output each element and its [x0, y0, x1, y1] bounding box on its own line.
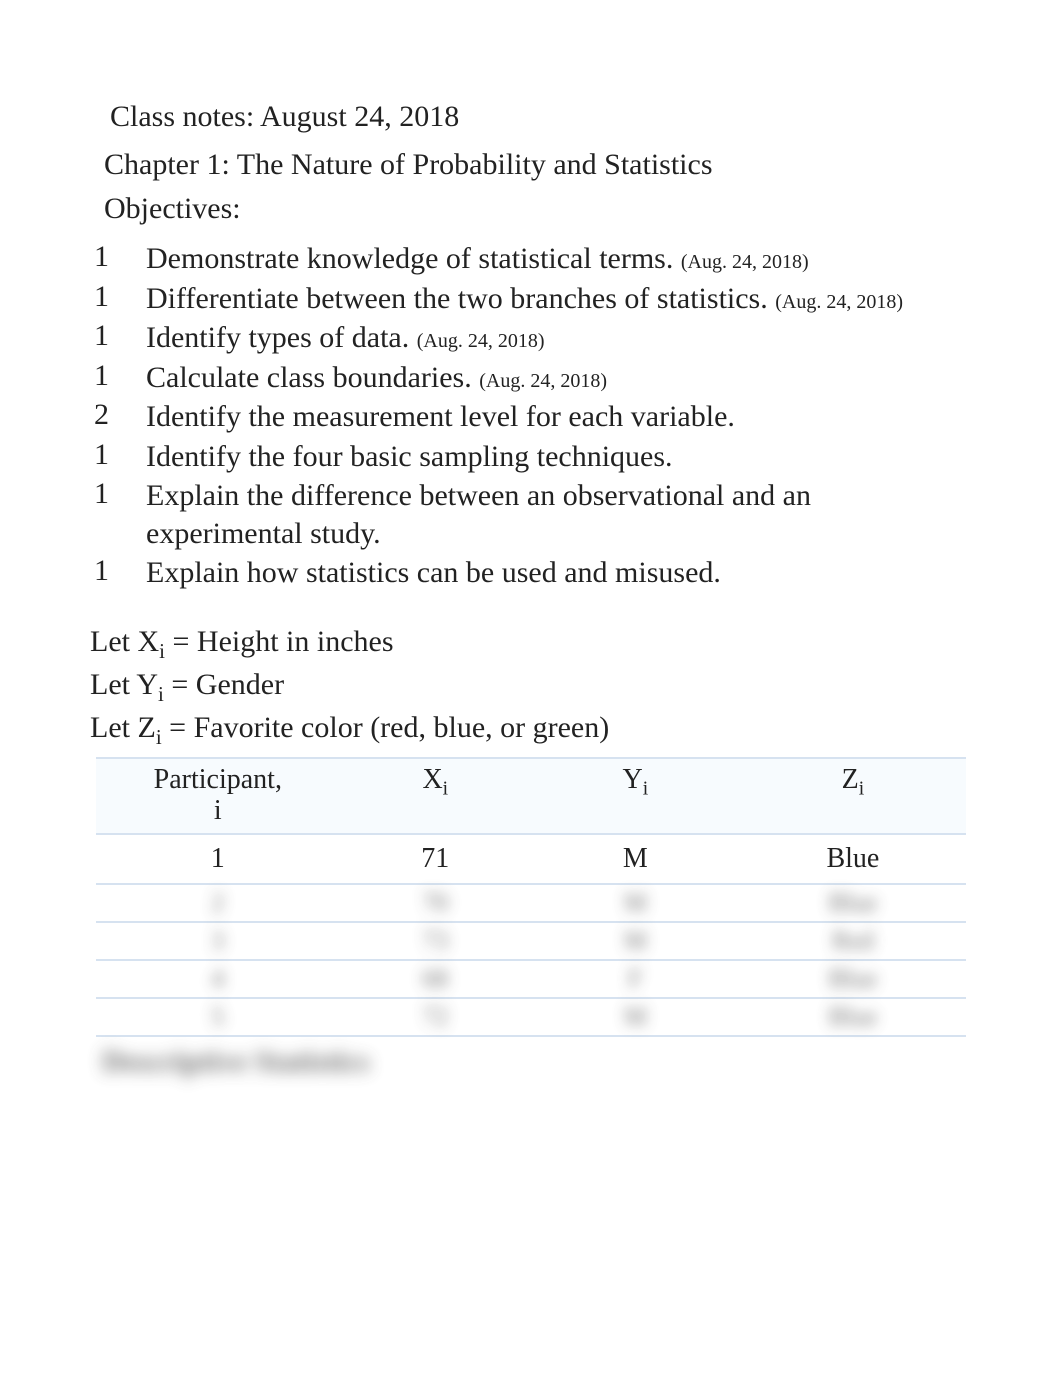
th-participant: Participant,i [96, 758, 340, 834]
objective-text: Calculate class boundaries. (Aug. 24, 20… [146, 359, 972, 397]
objective-date: (Aug. 24, 2018) [417, 330, 545, 352]
objective-text: Identify the four basic sampling techniq… [146, 438, 972, 476]
table-row: 572MBlue [96, 998, 966, 1036]
objective-text: Explain the difference between an observ… [146, 477, 972, 552]
objective-number: 1 [90, 554, 146, 588]
table-header-row: Participant,i Xi Yi Zi [96, 758, 966, 834]
data-table: Participant,i Xi Yi Zi 1 71 M Blue 270MB… [96, 757, 966, 1037]
objective-date: (Aug. 24, 2018) [681, 251, 809, 273]
objective-item: 1 Explain how statistics can be used and… [90, 554, 972, 592]
blurred-heading: Descriptive Statistics [102, 1045, 966, 1079]
objective-item: 1 Differentiate between the two branches… [90, 280, 972, 318]
objective-item: 1 Identify types of data. (Aug. 24, 2018… [90, 319, 972, 357]
objectives-label: Objectives: [104, 192, 972, 226]
table-row: 468FBlue [96, 960, 966, 998]
definition-y: Let Yi = Gender [90, 665, 972, 708]
table-row: 373MRed [96, 922, 966, 960]
objective-item: 2 Identify the measurement level for eac… [90, 398, 972, 436]
blurred-rows: 270MBlue 373MRed 468FBlue 572MBlue [96, 884, 966, 1036]
objective-number: 1 [90, 359, 146, 393]
objective-number: 1 [90, 319, 146, 353]
objectives-list: 1 Demonstrate knowledge of statistical t… [90, 240, 972, 592]
objective-text: Differentiate between the two branches o… [146, 280, 972, 318]
objective-number: 1 [90, 280, 146, 314]
th-x: Xi [340, 758, 531, 834]
objective-item: 1 Calculate class boundaries. (Aug. 24, … [90, 359, 972, 397]
objective-number: 1 [90, 477, 146, 511]
objective-text: Identify types of data. (Aug. 24, 2018) [146, 319, 972, 357]
objective-number: 1 [90, 438, 146, 472]
cell-participant: 1 [96, 834, 340, 884]
definition-z: Let Zi = Favorite color (red, blue, or g… [90, 708, 972, 751]
objective-number: 1 [90, 240, 146, 274]
th-z: Zi [740, 758, 966, 834]
th-y: Yi [531, 758, 740, 834]
objective-text: Demonstrate knowledge of statistical ter… [146, 240, 972, 278]
objective-item: 1 Identify the four basic sampling techn… [90, 438, 972, 476]
table-row: 1 71 M Blue [96, 834, 966, 884]
objective-date: (Aug. 24, 2018) [775, 291, 903, 313]
cell-z: Blue [740, 834, 966, 884]
table-row: 270MBlue [96, 884, 966, 922]
objective-item: 1 Demonstrate knowledge of statistical t… [90, 240, 972, 278]
blur-overlay [90, 1095, 970, 1325]
cell-y: M [531, 834, 740, 884]
cell-x: 71 [340, 834, 531, 884]
data-table-wrap: Participant,i Xi Yi Zi 1 71 M Blue 270MB… [96, 757, 966, 1079]
objective-text: Identify the measurement level for each … [146, 398, 972, 436]
objective-date: (Aug. 24, 2018) [479, 370, 607, 392]
definition-x: Let Xi = Height in inches [90, 622, 972, 665]
class-notes-title: Class notes: August 24, 2018 [110, 100, 972, 134]
chapter-title: Chapter 1: The Nature of Probability and… [104, 148, 972, 182]
objective-item: 1 Explain the difference between an obse… [90, 477, 972, 552]
objective-text: Explain how statistics can be used and m… [146, 554, 972, 592]
objective-number: 2 [90, 398, 146, 432]
